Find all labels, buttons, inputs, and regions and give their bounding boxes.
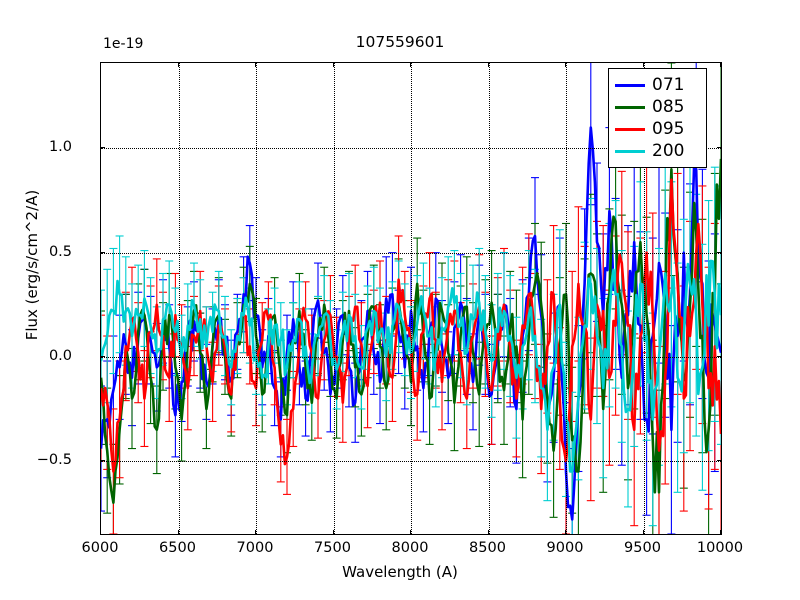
y-axis-tick [717,147,722,149]
x-axis-tick [487,530,489,535]
x-axis-tick [565,62,566,67]
legend-item-095[interactable]: 095 [615,118,700,140]
spectra-plot [101,63,721,534]
gridline-vertical [178,63,180,534]
plot-area [100,62,722,535]
gridline-vertical [333,63,335,534]
x-axis-tick [410,530,411,535]
x-axis-label: Wavelength (A) [342,563,458,581]
x-axis-tick [410,62,411,67]
x-axis-tick [255,530,256,535]
gridline-vertical [488,63,490,534]
legend-swatch-071 [615,83,645,87]
legend-item-085[interactable]: 085 [615,96,700,118]
y-axis-tick [100,460,105,462]
y-axis-tick [717,355,722,357]
x-axis-tick [642,62,644,67]
x-axis-tick [100,62,101,67]
x-tick-label: 6500 [159,540,196,556]
y-axis-label: Flux (erg/s/cm^2/A) [23,189,41,341]
chart-title: 107559601 [355,33,445,51]
x-axis-tick [177,62,179,67]
legend: 071 085 095 200 [608,68,707,168]
legend-swatch-085 [615,105,645,109]
x-axis-tick [100,530,101,535]
y-axis-tick [717,460,722,462]
y-axis-offset-label: 1e-19 [103,36,144,52]
x-tick-label: 6000 [81,540,119,556]
x-axis-tick [177,530,179,535]
legend-label: 071 [652,74,685,95]
y-axis-tick [100,147,105,149]
legend-swatch-200 [615,149,645,153]
y-axis-tick [100,251,105,253]
x-tick-label: 8500 [469,540,506,556]
gridline-vertical [643,63,645,534]
legend-label: 200 [652,140,685,161]
x-axis-tick [642,530,644,535]
x-tick-label: 7000 [236,540,274,556]
legend-swatch-095 [615,127,645,131]
y-tick-label: 0.5 [48,243,72,260]
legend-item-200[interactable]: 200 [615,140,700,162]
gridline-vertical [566,63,567,534]
x-axis-tick [565,530,566,535]
gridline-vertical [256,63,257,534]
gridline-vertical [411,63,412,534]
y-axis-tick [100,355,105,357]
x-tick-label: 9500 [624,540,661,556]
x-axis-tick [255,62,256,67]
x-axis-tick [487,62,489,67]
legend-label: 095 [652,118,685,139]
x-tick-label: 8000 [391,540,429,556]
y-axis-tick [717,251,722,253]
legend-item-071[interactable]: 071 [615,74,700,96]
y-tick-label: 0.0 [48,347,72,364]
x-axis-tick [720,62,721,67]
y-tick-label: 1.0 [48,139,72,156]
legend-label: 085 [652,96,685,117]
x-axis-tick [332,530,334,535]
x-tick-label: 9000 [546,540,584,556]
x-tick-label: 10000 [696,540,744,556]
x-axis-tick [720,530,721,535]
x-axis-tick [332,62,334,67]
y-tick-label: −0.5 [36,452,72,469]
x-tick-label: 7500 [314,540,351,556]
